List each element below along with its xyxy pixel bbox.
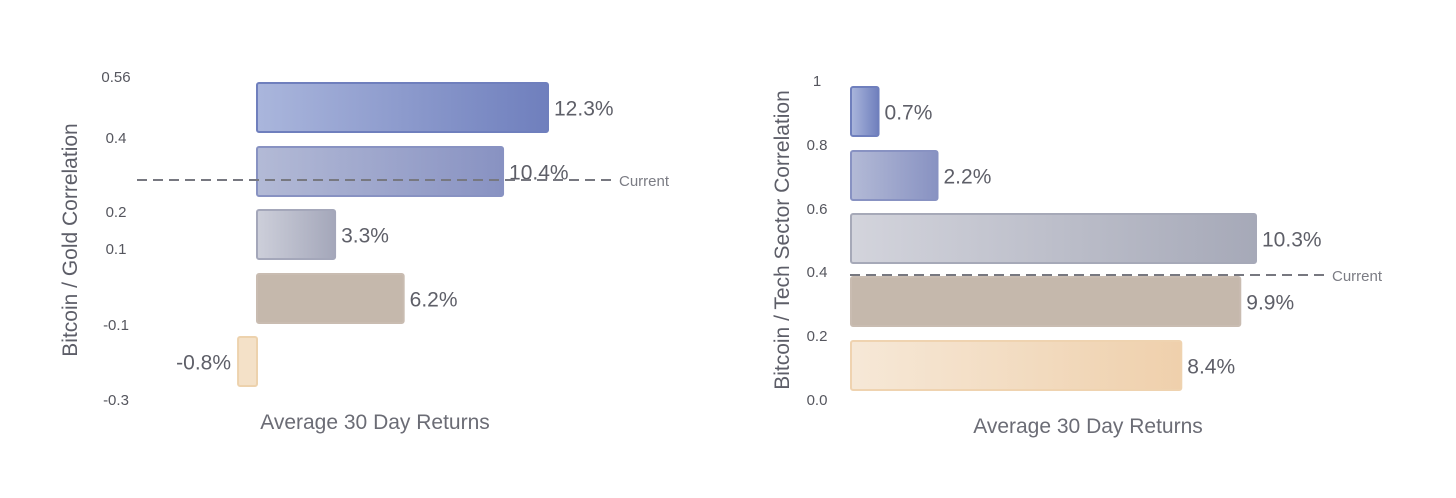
y-axis-label: Bitcoin / Tech Sector Correlation <box>771 90 794 390</box>
bar-value-label: 2.2% <box>944 166 992 189</box>
bar <box>256 82 549 133</box>
bar-value-label: 10.3% <box>1262 229 1322 252</box>
chart-gold-correlation: 0.56 0.4 0.2 0.1 -0.1 -0.3 Bitcoin / Gold Cor… <box>59 69 670 434</box>
y-tick-label: 0.2 <box>106 204 127 221</box>
bar <box>850 213 1257 264</box>
y-tick-label: 0.1 <box>106 241 127 258</box>
bar-value-label: 3.3% <box>341 225 389 248</box>
bar <box>256 273 405 324</box>
bar <box>256 209 337 260</box>
bar-value-label: -0.8% <box>176 352 231 375</box>
y-tick-label: 1 <box>813 73 821 90</box>
bar <box>850 340 1183 391</box>
current-label: Current <box>619 173 670 190</box>
y-tick-label: 0.4 <box>106 130 127 147</box>
bar <box>237 336 258 387</box>
bar-value-label: 10.4% <box>509 162 569 185</box>
y-tick-label: 0.0 <box>807 392 828 409</box>
bar-value-label: 12.3% <box>554 98 614 121</box>
y-tick-label: 0.56 <box>101 69 130 86</box>
current-label: Current <box>1332 268 1383 285</box>
y-axis-label: Bitcoin / Gold Correlation <box>59 123 82 356</box>
y-tick-label: -0.1 <box>103 317 129 334</box>
bar-value-label: 8.4% <box>1187 356 1235 379</box>
x-axis-label: Average 30 Day Returns <box>973 415 1203 438</box>
bar-value-label: 9.9% <box>1246 292 1294 315</box>
y-tick-label: -0.3 <box>103 392 129 409</box>
bar <box>256 146 505 197</box>
y-tick-label: 0.8 <box>807 137 828 154</box>
bar <box>850 86 880 137</box>
bar-value-label: 6.2% <box>410 289 458 312</box>
x-axis-label: Average 30 Day Returns <box>260 411 490 434</box>
chart-tech-correlation: 1 0.8 0.6 0.4 0.2 0.0 Bitcoin / Tech Sector C… <box>771 73 1383 438</box>
y-tick-label: 0.2 <box>807 328 828 345</box>
bar-value-label: 0.7% <box>885 102 933 125</box>
bar <box>850 276 1242 327</box>
y-tick-label: 0.4 <box>807 264 828 281</box>
bar <box>850 150 939 201</box>
y-tick-label: 0.6 <box>807 201 828 218</box>
